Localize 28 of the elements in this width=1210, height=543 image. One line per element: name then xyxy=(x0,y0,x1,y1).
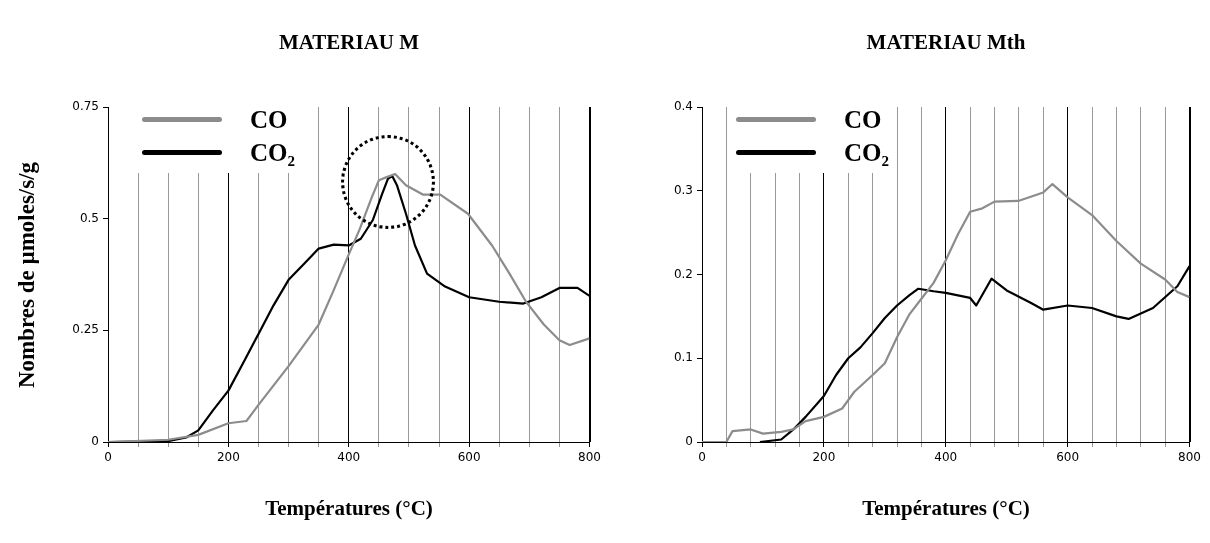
y-tick-label: 0 xyxy=(91,434,99,449)
chart-title: MATERIAU M xyxy=(278,30,420,55)
x-axis-title: Températures (°C) xyxy=(265,496,433,521)
x-tick-label: 600 xyxy=(1056,450,1080,465)
y-tick-label: 0.4 xyxy=(673,99,693,114)
y-tick-label: 0.75 xyxy=(72,99,99,114)
x-tick-label: 600 xyxy=(457,450,481,465)
x-tick-label: 400 xyxy=(934,450,958,465)
x-tick-label: 200 xyxy=(216,450,240,465)
x-tick-label: 800 xyxy=(578,450,601,465)
y-tick-label: 0.1 xyxy=(673,350,693,365)
x-tick-label: 400 xyxy=(337,450,361,465)
y-tick-label: 0.3 xyxy=(673,182,693,197)
x-tick-label: 200 xyxy=(812,450,836,465)
x-tick-label: 0 xyxy=(104,450,112,465)
y-tick-label: 0.2 xyxy=(673,266,693,281)
chart-title: MATERIAU Mth xyxy=(866,30,1026,55)
y-tick-label: 0 xyxy=(685,434,693,449)
x-tick-label: 800 xyxy=(1178,450,1201,465)
legend-label: CO xyxy=(844,105,882,134)
y-tick-label: 0.5 xyxy=(79,210,99,225)
legend-label: CO xyxy=(250,105,288,134)
y-axis-title: Nombres de µmoles/s/g xyxy=(14,161,40,388)
x-axis-title: Températures (°C) xyxy=(862,496,1030,521)
legend-label: CO₂ xyxy=(250,138,295,167)
legend-label: CO₂ xyxy=(844,138,889,167)
y-tick-label: 0.25 xyxy=(72,322,99,337)
x-tick-label: 0 xyxy=(698,450,706,465)
